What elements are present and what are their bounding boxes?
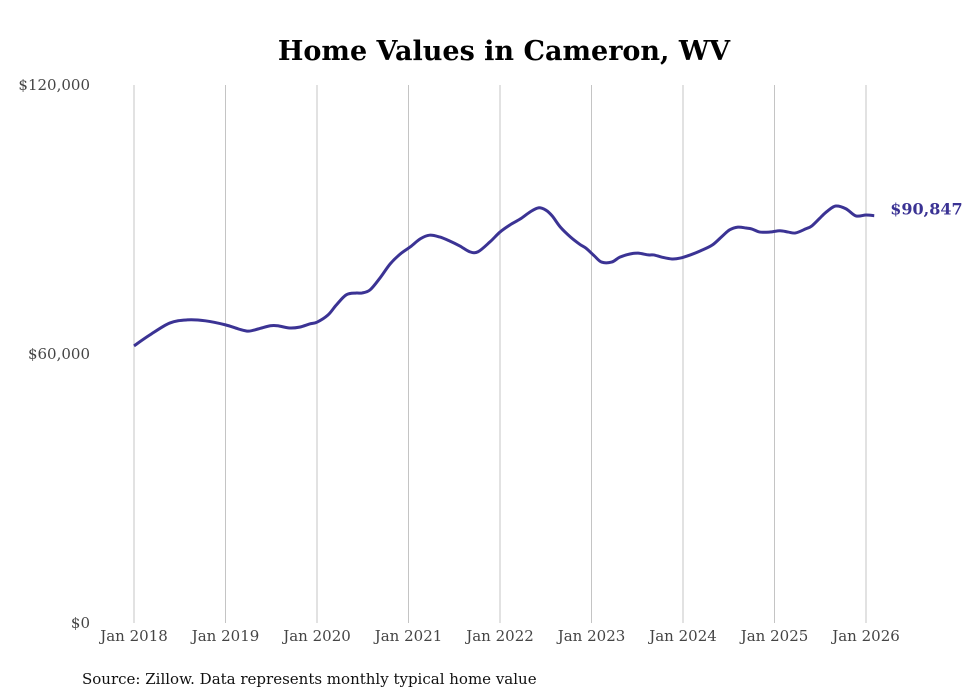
series-line	[133, 204, 875, 348]
x-tick-label: Jan 2025	[739, 627, 809, 645]
end-value-label: $90,847	[890, 200, 962, 219]
x-axis: Jan 2018 Jan 2019 Jan 2020 Jan 2021 Jan 2022…	[98, 627, 900, 645]
y-tick-label: $60,000	[28, 345, 90, 363]
x-tick-label: Jan 2026	[830, 627, 900, 645]
gridlines	[133, 85, 867, 623]
x-tick-label: Jan 2022	[464, 627, 534, 645]
source-note: Source: Zillow. Data represents monthly …	[82, 670, 537, 688]
x-tick-label: Jan 2023	[556, 627, 626, 645]
data-points	[133, 206, 875, 346]
x-tick-label: Jan 2021	[373, 627, 443, 645]
y-tick-label: $120,000	[18, 76, 90, 94]
y-axis: $0 $60,000 $120,000	[18, 76, 90, 632]
x-tick-label: Jan 2020	[281, 627, 351, 645]
x-tick-label: Jan 2018	[98, 627, 168, 645]
x-tick-label: Jan 2024	[647, 627, 717, 645]
chart-title: Home Values in Cameron, WV	[278, 36, 731, 67]
y-tick-label: $0	[71, 614, 90, 632]
x-tick-label: Jan 2019	[190, 627, 260, 645]
